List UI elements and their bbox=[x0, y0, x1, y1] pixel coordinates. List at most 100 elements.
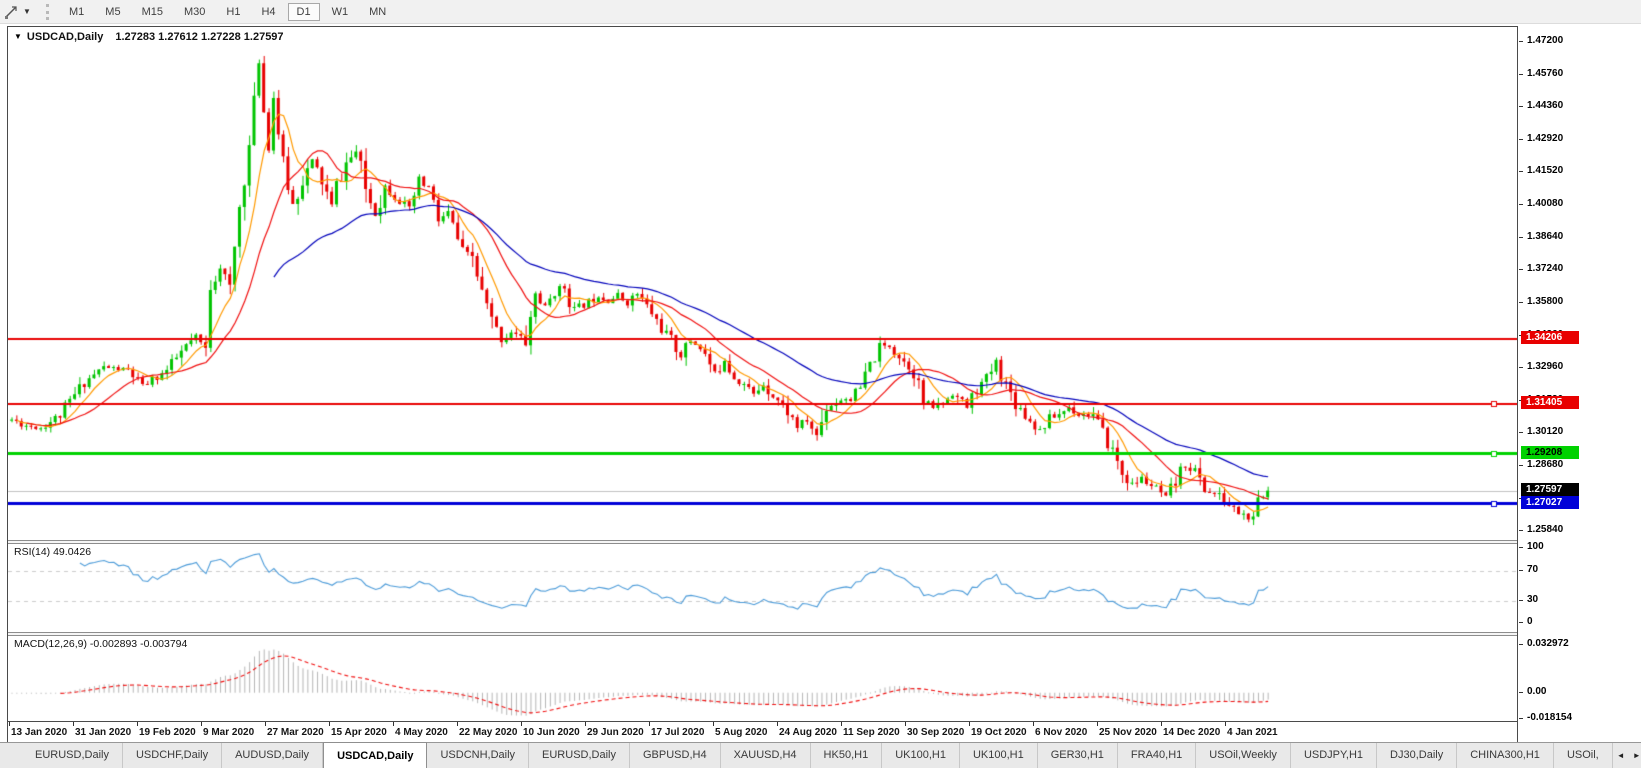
timeframe-button-d1[interactable]: D1 bbox=[287, 2, 320, 21]
date-tick bbox=[265, 722, 266, 726]
axis-tick bbox=[1519, 432, 1523, 433]
chart-title: ▼ USDCAD,Daily 1.27283 1.27612 1.27228 1.2… bbox=[14, 31, 284, 43]
date-label: 30 Sep 2020 bbox=[907, 727, 965, 738]
timeframe-button-h4[interactable]: H4 bbox=[261, 5, 276, 18]
date-label: 10 Jun 2020 bbox=[523, 727, 580, 738]
tab-usdcnh-daily[interactable]: USDCNH,Daily bbox=[427, 743, 530, 768]
axis-tick bbox=[1519, 269, 1523, 270]
axis-tick bbox=[1519, 547, 1523, 548]
date-label: 4 Jan 2021 bbox=[1227, 727, 1278, 738]
tab-hk50-h1[interactable]: HK50,H1 bbox=[811, 743, 883, 768]
tab-fra40-h1[interactable]: FRA40,H1 bbox=[1118, 743, 1197, 768]
date-tick bbox=[1033, 722, 1034, 726]
tab-uk100-h1[interactable]: UK100,H1 bbox=[882, 743, 960, 768]
axis-tick bbox=[1519, 171, 1523, 172]
chart-menu-arrow[interactable]: ▼ bbox=[14, 32, 22, 41]
date-label: 13 Jan 2020 bbox=[11, 727, 68, 738]
date-label: 31 Jan 2020 bbox=[75, 727, 132, 738]
axis-tick bbox=[1519, 367, 1523, 368]
date-label: 17 Jul 2020 bbox=[651, 727, 705, 738]
date-tick bbox=[1225, 722, 1226, 726]
tab-scroll-arrows: ◄ ► bbox=[1613, 743, 1641, 768]
date-tick bbox=[329, 722, 330, 726]
tab-usdcad-daily[interactable]: USDCAD,Daily bbox=[323, 742, 428, 768]
tabs-scroll-left-icon[interactable]: ◄ bbox=[1616, 751, 1625, 760]
chart-symbol-label: USDCAD,Daily bbox=[26, 31, 104, 43]
timeframe-button-m1[interactable]: M1 bbox=[69, 5, 85, 18]
axis-tick-label: 1.37240 bbox=[1527, 263, 1564, 274]
date-label: 9 Mar 2020 bbox=[203, 727, 255, 738]
timeframe-button-h1[interactable]: H1 bbox=[226, 5, 241, 18]
timeframe-button-m15[interactable]: M15 bbox=[141, 5, 163, 18]
date-label: 19 Feb 2020 bbox=[139, 727, 196, 738]
timeframe-button-m5[interactable]: M5 bbox=[105, 5, 121, 18]
axis-tick-label: 1.32960 bbox=[1527, 361, 1564, 372]
date-label: 4 May 2020 bbox=[395, 727, 448, 738]
date-label: 19 Oct 2020 bbox=[971, 727, 1027, 738]
timeframe-button-w1[interactable]: W1 bbox=[331, 5, 349, 18]
tab-eurusd-daily[interactable]: EURUSD,Daily bbox=[529, 743, 630, 768]
hline-price-label: 1.29208 bbox=[1521, 446, 1579, 459]
symbol-tabs: EURUSD,Daily USDCHF,Daily AUDUSD,Daily USDC… bbox=[22, 742, 1613, 768]
date-axis: 13 Jan 2020 31 Jan 2020 19 Feb 2020 9 Mar 2… bbox=[8, 721, 1517, 742]
panel-splitter-rsi[interactable] bbox=[8, 540, 1517, 544]
tab-eurusd-daily[interactable]: EURUSD,Daily bbox=[22, 743, 123, 768]
tab-xauusd-h4[interactable]: XAUUSD,H4 bbox=[721, 743, 811, 768]
date-tick bbox=[73, 722, 74, 726]
tab-uk100-h1[interactable]: UK100,H1 bbox=[960, 743, 1038, 768]
timeframe-button-mn[interactable]: MN bbox=[369, 5, 387, 18]
date-label: 27 Mar 2020 bbox=[267, 727, 324, 738]
tab-usdchf-daily[interactable]: USDCHF,Daily bbox=[123, 743, 223, 768]
hline-price-label: 1.34206 bbox=[1521, 331, 1579, 344]
current-price-label: 1.27597 bbox=[1521, 483, 1579, 496]
tool-dropdown-arrow[interactable]: ▼ bbox=[23, 7, 31, 16]
axis-tick-label: 100 bbox=[1527, 541, 1544, 552]
tab-dj30-daily[interactable]: DJ30,Daily bbox=[1377, 743, 1458, 768]
date-tick bbox=[1161, 722, 1162, 726]
tabs-scroll-right-icon[interactable]: ► bbox=[1632, 751, 1641, 760]
crosshair-tool-glyph bbox=[5, 5, 17, 19]
tab-usoil-[interactable]: USOil, bbox=[1554, 743, 1613, 768]
bottom-tab-bar: EURUSD,Daily USDCHF,Daily AUDUSD,Daily USDC… bbox=[0, 742, 1641, 768]
axis-tick-label: 1.45760 bbox=[1527, 68, 1564, 79]
chart-window: ▼ USDCAD,Daily 1.27283 1.27612 1.27228 1.2… bbox=[7, 26, 1518, 742]
axis-tick bbox=[1519, 106, 1523, 107]
axis-tick bbox=[1519, 530, 1523, 531]
tab-ger30-h1[interactable]: GER30,H1 bbox=[1038, 743, 1118, 768]
date-tick bbox=[201, 722, 202, 726]
tab-usoil-weekly[interactable]: USOil,Weekly bbox=[1196, 743, 1291, 768]
tab-audusd-daily[interactable]: AUDUSD,Daily bbox=[222, 743, 324, 768]
date-tick bbox=[393, 722, 394, 726]
date-label: 22 May 2020 bbox=[459, 727, 518, 738]
axis-tick bbox=[1519, 465, 1523, 466]
timeframe-button-m30[interactable]: M30 bbox=[183, 5, 206, 18]
axis-tick-label: 0.00 bbox=[1527, 686, 1547, 697]
axis-tick bbox=[1519, 302, 1523, 303]
crosshair-tool-icon[interactable] bbox=[2, 4, 20, 20]
hline-price-label: 1.31405 bbox=[1521, 396, 1579, 409]
panel-splitter-macd[interactable] bbox=[8, 632, 1517, 636]
axis-tick-label: 0.032972 bbox=[1527, 638, 1569, 649]
price-axis: 1.47200 1.45760 1.44360 1.42920 1.41520 1.400… bbox=[1519, 26, 1641, 740]
date-tick bbox=[649, 722, 650, 726]
axis-tick-label: 30 bbox=[1527, 594, 1539, 605]
date-label: 14 Dec 2020 bbox=[1163, 727, 1221, 738]
axis-tick bbox=[1519, 718, 1523, 719]
axis-tick bbox=[1519, 237, 1523, 238]
date-tick bbox=[521, 722, 522, 726]
axis-tick-label: 1.28680 bbox=[1527, 459, 1564, 470]
top-toolbar: ▼ M1 M5 M15 M30 H1 H4 D1 W1 MN bbox=[0, 0, 1641, 24]
date-tick bbox=[777, 722, 778, 726]
axis-tick bbox=[1519, 644, 1523, 645]
macd-label: MACD(12,26,9) -0.002893 -0.003794 bbox=[14, 638, 188, 650]
date-tick bbox=[585, 722, 586, 726]
axis-tick-label: 1.47200 bbox=[1527, 35, 1564, 46]
hline-price-label: 1.27027 bbox=[1521, 496, 1579, 509]
axis-tick-label: 1.35800 bbox=[1527, 296, 1564, 307]
tab-usdjpy-h1[interactable]: USDJPY,H1 bbox=[1291, 743, 1378, 768]
toolbar-grip[interactable] bbox=[46, 3, 50, 20]
chart-canvas[interactable] bbox=[8, 27, 1517, 741]
axis-tick-label: -0.018154 bbox=[1527, 712, 1573, 723]
tab-gbpusd-h4[interactable]: GBPUSD,H4 bbox=[630, 743, 721, 768]
tab-china300-h1[interactable]: CHINA300,H1 bbox=[1457, 743, 1554, 768]
